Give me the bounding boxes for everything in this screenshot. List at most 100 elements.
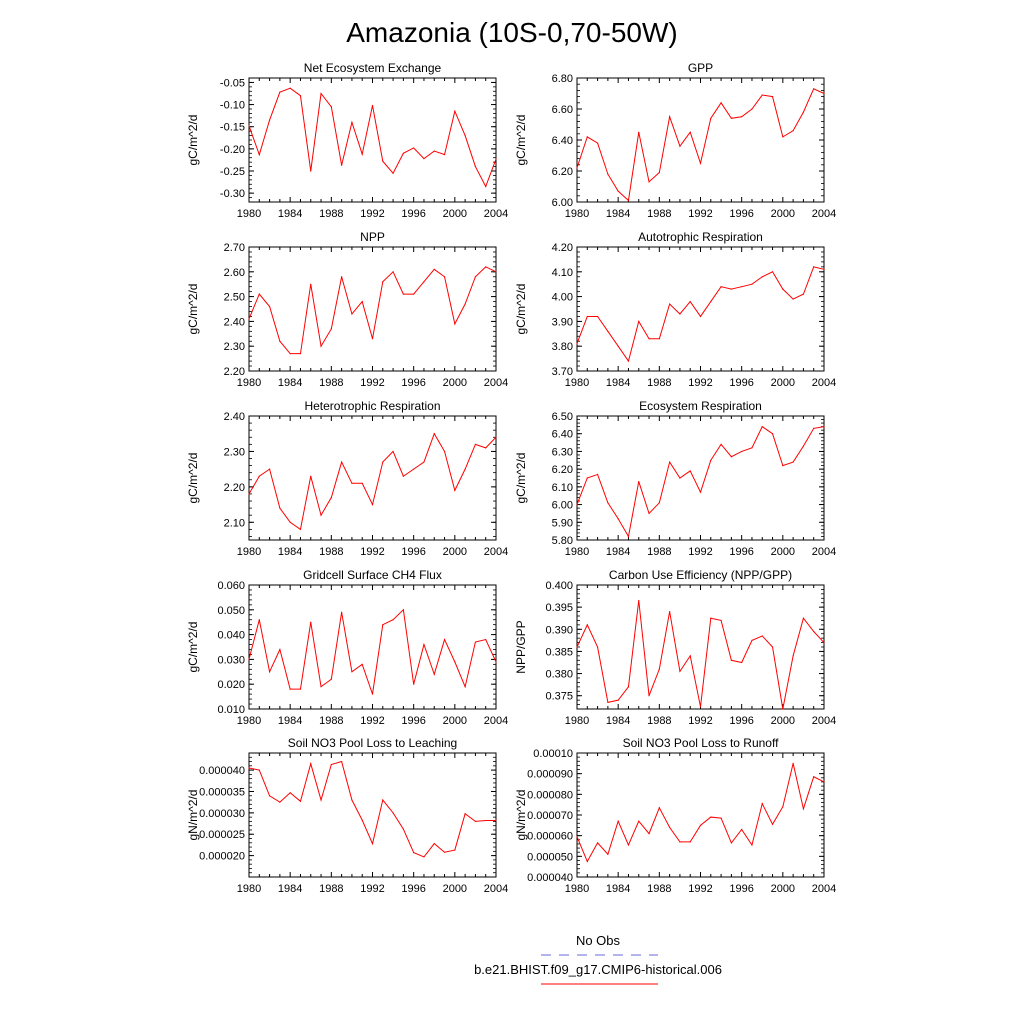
data-point — [699, 315, 702, 318]
figure-title: Amazonia (10S-0,70-50W) — [346, 17, 677, 48]
x-tick-label: 1980 — [237, 546, 261, 558]
y-tick-label: 2.10 — [224, 517, 245, 529]
data-point — [279, 648, 281, 651]
y-tick-label: 0.380 — [545, 669, 573, 681]
y-tick-label: 2.40 — [224, 316, 245, 328]
y-tick-label: 0.395 — [545, 602, 573, 614]
data-point — [679, 313, 681, 315]
data-point — [485, 819, 487, 822]
data-point — [782, 708, 784, 710]
data-point — [751, 844, 753, 846]
data-point — [689, 131, 691, 133]
data-point — [586, 477, 588, 479]
x-tick-label: 1988 — [647, 546, 671, 558]
data-point — [299, 800, 302, 802]
data-point — [802, 293, 805, 295]
data-point — [289, 353, 291, 355]
data-point — [433, 433, 435, 435]
data-point — [464, 303, 466, 305]
data-point — [658, 668, 660, 670]
y-tick-label: -0.20 — [220, 144, 245, 156]
data-point — [330, 106, 332, 108]
x-tick-label: 1980 — [237, 883, 261, 895]
data-point — [689, 655, 691, 657]
x-tick-label: 2004 — [812, 377, 836, 389]
data-point — [361, 663, 363, 665]
x-tick-label: 1996 — [401, 715, 425, 727]
data-point — [792, 655, 794, 657]
panel-title: Ecosystem Respiration — [639, 399, 762, 413]
data-point — [423, 281, 425, 283]
data-point — [382, 799, 384, 801]
data-point — [330, 496, 332, 499]
panel-title: Autotrophic Respiration — [638, 230, 763, 244]
data-point — [648, 695, 650, 697]
data-point — [813, 427, 815, 429]
x-tick-label: 1996 — [401, 377, 425, 389]
plot-frame — [576, 415, 825, 541]
data-point — [648, 181, 650, 183]
x-tick-label: 1988 — [319, 546, 343, 558]
y-tick-label: 6.20 — [552, 166, 573, 178]
data-point — [813, 776, 815, 778]
data-point — [341, 276, 343, 278]
panel-title: GPP — [688, 61, 713, 75]
x-tick-label: 2000 — [443, 377, 467, 389]
y-tick-label: -0.30 — [220, 188, 245, 200]
x-tick-label: 1992 — [688, 546, 712, 558]
data-point — [351, 121, 353, 123]
data-point — [576, 836, 578, 838]
data-point — [351, 671, 353, 673]
data-point — [268, 468, 271, 470]
x-tick-label: 1984 — [278, 883, 302, 895]
panel-6: Gridcell Surface CH4 Flux gC/m^2/d 1980 198… — [186, 568, 508, 727]
data-point — [402, 475, 404, 477]
y-tick-label: 3.90 — [552, 316, 573, 328]
data-point — [648, 338, 650, 340]
y-tick-label: 6.10 — [552, 482, 573, 494]
data-point — [433, 673, 435, 675]
data-point — [607, 173, 609, 175]
data-point — [689, 841, 691, 843]
x-tick-label: 2004 — [484, 377, 508, 389]
data-point — [761, 635, 763, 637]
y-axis-label: gC/m^2/d — [186, 115, 200, 166]
data-point — [495, 819, 497, 822]
data-point — [299, 528, 302, 530]
data-point — [741, 116, 743, 118]
y-tick-label: 4.20 — [552, 242, 573, 254]
data-point — [627, 199, 630, 202]
data-point — [485, 447, 487, 449]
y-tick-label: 6.30 — [552, 446, 573, 458]
data-point — [627, 535, 630, 538]
data-point — [279, 507, 281, 509]
data-point — [392, 172, 394, 174]
y-tick-label: 6.60 — [552, 104, 573, 116]
y-tick-label: -0.05 — [220, 77, 245, 89]
data-point — [474, 641, 477, 643]
x-tick-label: 1980 — [237, 208, 261, 220]
data-point — [392, 450, 394, 453]
panel-title: Net Ecosystem Exchange — [304, 61, 442, 75]
data-point — [371, 338, 374, 340]
y-tick-label: 0.000040 — [199, 765, 245, 777]
x-tick-label: 1980 — [237, 377, 261, 389]
data-point — [361, 153, 363, 155]
x-tick-label: 1992 — [360, 377, 384, 389]
data-point — [741, 286, 743, 288]
data-point — [413, 852, 415, 854]
panel-title: Soil NO3 Pool Loss to Runoff — [623, 736, 780, 750]
y-tick-label: 2.30 — [224, 446, 245, 458]
data-point — [495, 661, 497, 663]
panel-8: Soil NO3 Pool Loss to Leaching gN/m^2/d 19… — [186, 736, 508, 895]
data-point — [320, 799, 322, 801]
data-point — [710, 617, 712, 619]
data-point — [330, 763, 332, 766]
y-tick-label: 0.385 — [545, 646, 573, 658]
data-point — [464, 686, 466, 688]
data-point — [248, 125, 250, 127]
y-tick-label: 0.020 — [217, 679, 245, 691]
panels: Net Ecosystem Exchange gC/m^2/d 1980 1984 19… — [186, 61, 836, 895]
y-tick-label: 4.10 — [552, 267, 573, 279]
data-point — [371, 104, 374, 107]
